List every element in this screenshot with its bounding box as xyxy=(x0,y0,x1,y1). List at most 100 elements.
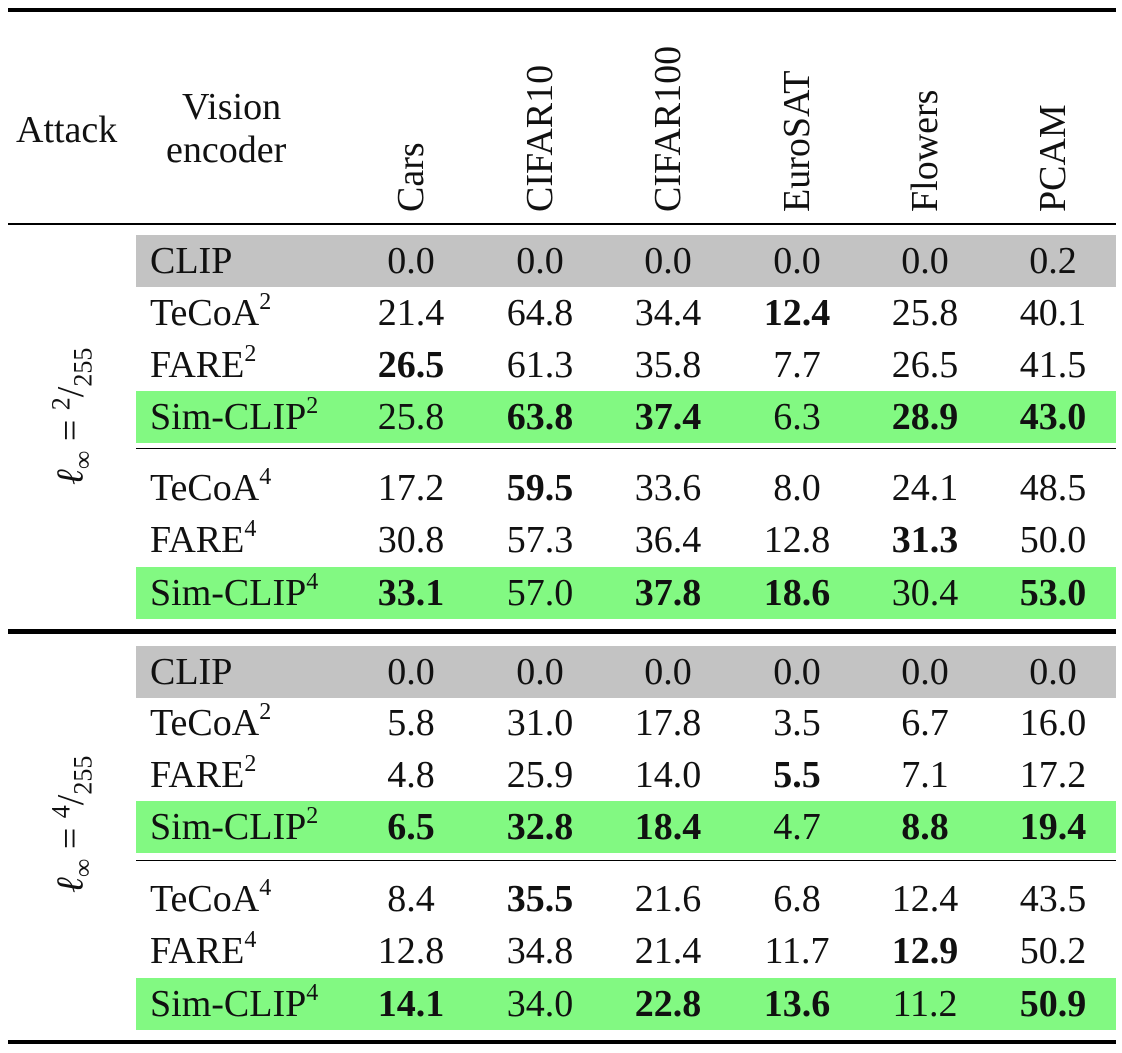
table-cell: 0.0 xyxy=(901,240,949,282)
encoder-name: FARE2 xyxy=(150,751,257,803)
encoder-label: Sim-CLIP xyxy=(150,806,307,848)
encoder-label: FARE xyxy=(150,930,245,972)
header-cifar10: CIFAR10 xyxy=(519,64,561,212)
green-row-highlight xyxy=(136,978,1116,1030)
table-cell: 7.7 xyxy=(773,344,821,386)
table-cell: 36.4 xyxy=(634,519,702,561)
table-row: FARE4 30.8 57.3 36.4 12.8 31.3 50.0 xyxy=(0,514,1122,566)
table-cell: 8.0 xyxy=(773,467,821,509)
encoder-superscript: 4 xyxy=(259,875,272,901)
attack-label: ℓ∞ = 2/255 xyxy=(46,347,98,485)
header-eurosat: EuroSAT xyxy=(776,70,818,212)
bottom-rule xyxy=(8,1040,1116,1044)
table-cell: 12.8 xyxy=(763,519,831,561)
encoder-superscript: 4 xyxy=(244,927,257,953)
table-cell: 14.1 xyxy=(377,983,445,1025)
header-pcam: PCAM xyxy=(1032,104,1074,212)
table-row: Sim-CLIP4 14.1 34.0 22.8 13.6 11.2 50.9 xyxy=(0,978,1122,1030)
table-cell: 13.6 xyxy=(763,983,831,1025)
table-cell: 12.8 xyxy=(377,930,445,972)
table-cell: 26.5 xyxy=(891,344,959,386)
table-cell: 28.9 xyxy=(891,396,959,438)
table-cell: 35.8 xyxy=(634,344,702,386)
attack-label: ℓ∞ = 4/255 xyxy=(46,755,98,893)
table-cell: 5.5 xyxy=(773,754,821,796)
encoder-name: FARE4 xyxy=(150,927,257,979)
table-cell: 63.8 xyxy=(506,396,574,438)
header-cifar100: CIFAR100 xyxy=(647,45,689,212)
encoder-superscript: 4 xyxy=(306,569,319,595)
table-cell: 6.5 xyxy=(387,806,435,848)
table-row: CLIP 0.0 0.0 0.0 0.0 0.0 0.0 xyxy=(0,646,1122,698)
encoder-superscript: 2 xyxy=(259,289,272,315)
table-cell: 64.8 xyxy=(506,292,574,334)
table-cell: 6.3 xyxy=(773,396,821,438)
table-cell: 22.8 xyxy=(634,983,702,1025)
encoder-superscript: 2 xyxy=(306,803,319,829)
green-row-highlight xyxy=(136,391,1116,443)
table-cell: 24.1 xyxy=(891,467,959,509)
table-cell: 25.9 xyxy=(506,754,574,796)
encoder-superscript: 4 xyxy=(244,516,257,542)
table-cell: 12.4 xyxy=(763,292,831,334)
table-cell: 25.8 xyxy=(891,292,959,334)
encoder-name: TeCoA4 xyxy=(150,464,271,516)
table-cell: 7.1 xyxy=(901,754,949,796)
table-cell: 41.5 xyxy=(1019,344,1087,386)
green-row-highlight xyxy=(136,801,1116,853)
encoder-name: Sim-CLIP2 xyxy=(150,393,319,445)
table-row: FARE4 12.8 34.8 21.4 11.7 12.9 50.2 xyxy=(0,925,1122,977)
table-cell: 0.0 xyxy=(1029,651,1077,693)
encoder-name: FARE2 xyxy=(150,341,257,393)
encoder-superscript: 2 xyxy=(244,751,257,777)
midrule-1 xyxy=(8,629,1116,634)
table-cell: 53.0 xyxy=(1019,572,1087,614)
encoder-name: TeCoA2 xyxy=(150,289,272,341)
table-cell: 8.4 xyxy=(387,878,435,920)
encoder-name: FARE4 xyxy=(150,516,257,568)
table-cell: 21.4 xyxy=(377,292,445,334)
green-row-highlight xyxy=(136,567,1116,619)
table-row: TeCoA2 21.4 64.8 34.4 12.4 25.8 40.1 xyxy=(0,287,1122,339)
table-cell: 18.4 xyxy=(634,806,702,848)
table-cell: 43.5 xyxy=(1019,878,1087,920)
table-cell: 50.2 xyxy=(1019,930,1087,972)
table-cell: 11.7 xyxy=(764,930,830,972)
encoder-name: TeCoA2 xyxy=(150,699,271,751)
encoder-label: CLIP xyxy=(150,651,233,693)
table-row: Sim-CLIP2 25.8 63.8 37.4 6.3 28.9 43.0 xyxy=(0,391,1122,443)
encoder-name: CLIP xyxy=(150,238,232,284)
encoder-name: Sim-CLIP4 xyxy=(150,980,319,1032)
encoder-name: Sim-CLIP4 xyxy=(150,569,319,621)
encoder-name: CLIP xyxy=(150,649,232,695)
table-cell: 37.8 xyxy=(634,572,702,614)
table-cell: 0.0 xyxy=(773,651,821,693)
encoder-superscript: 2 xyxy=(306,393,319,419)
table-row: TeCoA2 5.8 31.0 17.8 3.5 6.7 16.0 xyxy=(0,697,1122,749)
table-cell: 17.8 xyxy=(634,702,702,744)
table-cell: 35.5 xyxy=(506,878,574,920)
table-cell: 43.0 xyxy=(1019,396,1087,438)
header-attack: Attack xyxy=(16,109,118,151)
table-cell: 21.6 xyxy=(634,878,702,920)
encoder-label: Sim-CLIP xyxy=(150,983,307,1025)
header-cars: Cars xyxy=(390,142,432,212)
encoder-superscript: 2 xyxy=(244,341,257,367)
table-cell: 0.0 xyxy=(516,240,564,282)
midrule-0 xyxy=(8,223,1116,225)
block-separator-1 xyxy=(136,860,1116,861)
table-cell: 34.8 xyxy=(506,930,574,972)
table-cell: 16.0 xyxy=(1019,702,1087,744)
table-cell: 12.4 xyxy=(891,878,959,920)
encoder-name: TeCoA4 xyxy=(150,875,272,927)
encoder-superscript: 4 xyxy=(306,980,319,1006)
table-cell: 0.0 xyxy=(387,240,435,282)
table-row: TeCoA4 17.2 59.5 33.6 8.0 24.1 48.5 xyxy=(0,462,1122,514)
table-cell: 0.0 xyxy=(516,651,564,693)
table-cell: 26.5 xyxy=(377,344,445,386)
table-cell: 3.5 xyxy=(773,702,821,744)
table-cell: 40.1 xyxy=(1019,292,1087,334)
encoder-label: TeCoA xyxy=(150,467,260,509)
table-cell: 0.0 xyxy=(644,651,692,693)
table-row: CLIP 0.0 0.0 0.0 0.0 0.0 0.2 xyxy=(0,235,1122,287)
